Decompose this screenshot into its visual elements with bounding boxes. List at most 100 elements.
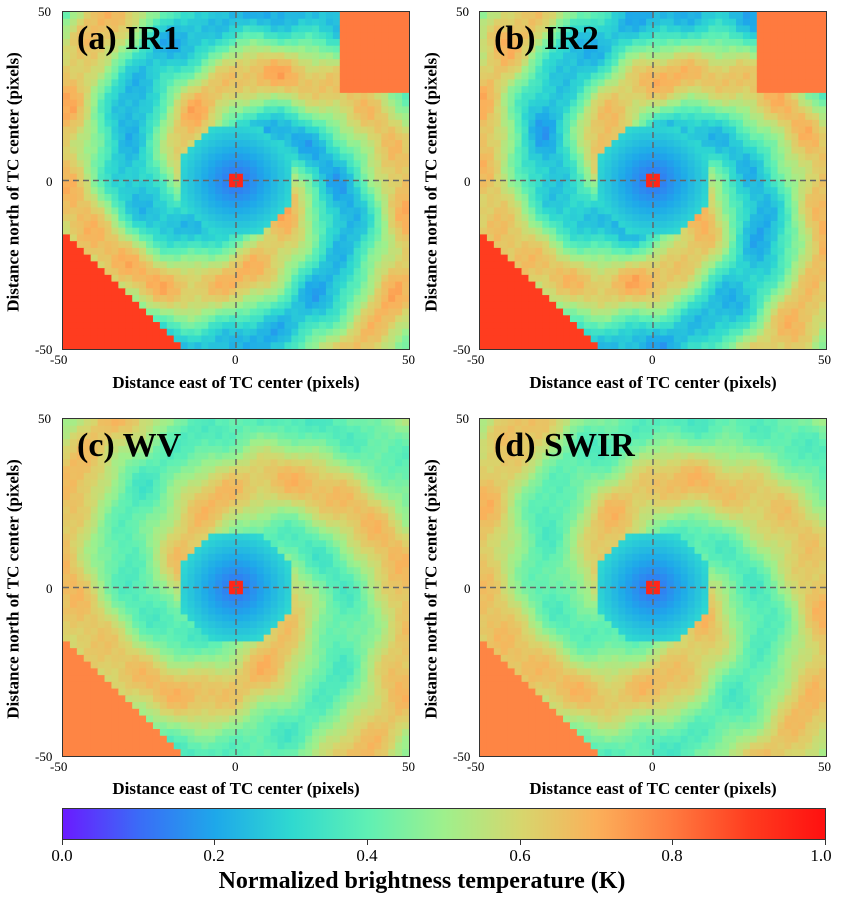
heatmap-cell — [542, 38, 550, 47]
heatmap-cell — [798, 99, 806, 107]
heatmap-cell — [270, 315, 279, 323]
heatmap-cell — [83, 173, 92, 182]
heatmap-cell — [784, 59, 792, 67]
heatmap-cell — [625, 220, 633, 229]
heatmap-cell — [118, 180, 126, 188]
heatmap-cell — [749, 281, 758, 289]
heatmap-cell — [215, 32, 223, 40]
heatmap-cell — [528, 220, 536, 229]
heatmap-cell — [486, 322, 495, 330]
heatmap-cell — [736, 200, 744, 209]
heatmap-cell — [125, 247, 133, 256]
heatmap-cell — [166, 113, 175, 121]
heatmap-cell — [346, 18, 355, 27]
heatmap-cell — [486, 38, 495, 47]
heatmap-cell — [563, 92, 571, 101]
heatmap-cell — [597, 342, 606, 349]
heatmap-cell — [708, 220, 716, 229]
heatmap-cell — [194, 193, 202, 202]
heatmap-cell — [277, 214, 286, 222]
heatmap-cell — [139, 153, 147, 161]
heatmap-cell — [694, 322, 703, 330]
heatmap-cell — [493, 268, 502, 276]
heatmap-cell — [270, 220, 279, 229]
heatmap-cell — [500, 106, 509, 114]
heatmap-cell — [325, 65, 334, 74]
heatmap-cell — [270, 342, 279, 349]
heatmap-cell — [388, 72, 396, 80]
heatmap-cell — [263, 247, 272, 256]
heatmap-cell — [798, 106, 806, 114]
heatmap-cell — [632, 52, 640, 60]
heatmap-cell — [83, 133, 92, 141]
heatmap-cell — [604, 92, 613, 101]
heatmap-cell — [139, 335, 147, 343]
heatmap-cell — [805, 173, 813, 182]
heatmap-cell — [325, 167, 334, 175]
heatmap-cell — [521, 52, 530, 60]
heatmap-cell — [69, 227, 78, 236]
heatmap-cell — [521, 45, 530, 54]
heatmap-cell — [590, 328, 599, 337]
heatmap-cell — [125, 193, 133, 202]
heatmap-cell — [777, 153, 786, 161]
heatmap-cell — [576, 99, 585, 107]
heatmap-cell — [569, 92, 578, 101]
heatmap-cell — [215, 187, 223, 195]
heatmap-cell — [549, 200, 557, 209]
heatmap-cell — [312, 342, 320, 349]
heatmap-cell — [687, 65, 696, 74]
heatmap-cell — [402, 38, 409, 47]
heatmap-cell — [653, 126, 661, 134]
heatmap-cell — [722, 38, 730, 47]
heatmap-cell — [742, 153, 751, 161]
heatmap-cell — [139, 342, 147, 349]
heatmap-cell — [756, 247, 765, 256]
heatmap-cell — [819, 261, 826, 269]
heatmap-cell — [507, 106, 516, 114]
heatmap-cell — [76, 241, 85, 249]
heatmap-cell — [201, 227, 209, 236]
heatmap-cell — [680, 86, 689, 94]
heatmap-cell — [756, 153, 765, 161]
heatmap-cell — [777, 160, 786, 168]
heatmap-cell — [298, 241, 306, 249]
heatmap-cell — [187, 25, 196, 33]
heatmap-cell — [770, 167, 779, 175]
heatmap-cell — [687, 315, 696, 323]
heatmap-cell — [298, 18, 306, 27]
heatmap-cell — [152, 92, 161, 101]
heatmap-cell — [763, 92, 772, 101]
heatmap-cell — [770, 146, 779, 155]
heatmap-cell — [784, 261, 792, 269]
heatmap-cell — [402, 52, 409, 60]
heatmap-cell — [360, 261, 369, 269]
heatmap-cell — [729, 268, 737, 276]
heatmap-cell — [597, 187, 606, 195]
heatmap-cell — [673, 281, 682, 289]
heatmap-cell — [146, 25, 154, 33]
heatmap-cell — [215, 25, 223, 33]
heatmap-cell — [104, 32, 113, 40]
heatmap-cell — [284, 140, 292, 148]
heatmap-cell — [791, 65, 799, 74]
heatmap-cell — [208, 113, 216, 121]
heatmap-cell — [514, 99, 523, 107]
heatmap-cell — [111, 99, 119, 107]
heatmap-cell — [146, 295, 154, 303]
heatmap-cell — [632, 328, 640, 337]
heatmap-cell — [388, 301, 396, 310]
heatmap-cell — [222, 72, 230, 80]
heatmap-cell — [805, 59, 813, 67]
heatmap-cell — [576, 295, 585, 303]
heatmap-cell — [819, 86, 826, 94]
heatmap-cell — [90, 59, 99, 67]
heatmap-cell — [201, 45, 209, 54]
heatmap-cell — [270, 308, 279, 316]
heatmap-cell — [236, 153, 244, 161]
heatmap-cell — [402, 254, 409, 262]
heatmap-cell — [90, 295, 99, 303]
heatmap-cell — [63, 328, 71, 337]
heatmap-cell — [222, 315, 230, 323]
heatmap-cell — [166, 99, 175, 107]
